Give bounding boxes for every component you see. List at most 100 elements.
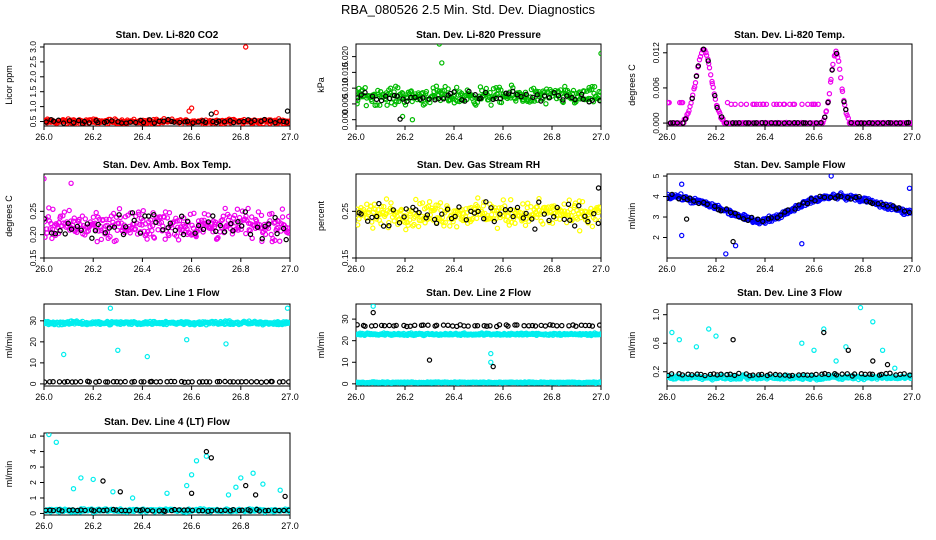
data-point [743,101,750,108]
data-point [554,323,560,329]
data-point [167,220,173,226]
data-point [723,120,730,126]
data-point [160,227,166,233]
data-point [529,216,535,222]
data-point [149,508,156,514]
x-tick-label: 27.0 [281,132,299,142]
data-point [867,371,873,377]
data-point [248,379,255,385]
x-tick-label: 26.0 [347,392,365,402]
y-tick-label: 10 [340,357,350,367]
x-tick-label: 26.2 [707,132,725,142]
data-point [151,235,158,241]
x-tick-label: 26.4 [756,132,774,142]
data-point [177,119,183,126]
data-point [750,372,756,378]
x-tick-label: 27.0 [281,521,299,531]
data-point [98,227,104,234]
data-point [449,323,456,329]
data-point [841,99,847,105]
data-point [747,373,753,379]
data-point [92,227,99,234]
data-point [570,322,576,328]
y-tick-label: 4 [28,449,38,454]
data-point [536,195,542,202]
panel-1: Stan. Dev. Li-820 CO2 Licor ppm 26.0 26.2 26… [4,30,299,142]
data-point [595,209,601,216]
data-point [162,508,168,514]
data-point [589,323,596,329]
data-point [53,439,60,445]
data-point [870,358,876,364]
data-point [233,484,239,490]
plot-frame [43,432,291,516]
data-point [534,214,540,221]
y-tick-label: 0 [28,381,38,386]
data-point [844,371,851,377]
data-point [445,322,451,328]
data-point [907,372,912,378]
data-point [147,217,154,223]
data-point [176,507,182,513]
data-point [113,507,119,513]
data-point [193,458,200,464]
data-point [286,507,290,513]
y-axis-label: ml/min [627,332,637,359]
data-point [68,180,74,186]
data-point [356,90,360,96]
panel-10: Stan. Dev. Line 4 (LT) Flow ml/min 26.0 26.… [4,417,299,531]
data-point [376,200,382,207]
data-point [901,371,907,377]
data-point [669,329,675,336]
y-tick-label: 3 [651,214,661,219]
data-point [520,215,527,221]
x-tick-label: 26.0 [347,132,365,142]
data-point [65,220,71,226]
data-point [280,225,287,232]
data-point [396,98,402,105]
data-point [582,96,589,103]
data-point [401,214,407,220]
x-tick-label: 26.8 [232,132,250,142]
y-tick-label: 3.0 [28,41,38,53]
data-point [391,89,397,95]
data-point [104,118,110,125]
x-tick-label: 26.2 [84,264,102,274]
data-point [762,120,769,126]
data-point [482,89,489,96]
data-point [825,99,831,106]
y-tick-label: 0.15 [340,249,350,266]
data-point [497,95,504,102]
data-point [356,222,361,228]
y-axis-label: ml/min [4,332,14,359]
x-tick-label: 26.6 [805,132,823,142]
x-tick-label: 26.0 [35,521,53,531]
data-point [250,470,256,476]
data-point [768,215,774,221]
data-point [44,176,47,182]
data-point [100,507,107,514]
data-point [454,84,460,91]
data-point [135,209,142,215]
data-point [362,84,368,91]
data-point [110,379,117,385]
data-point [528,203,534,210]
data-point [242,209,248,215]
data-point [363,102,369,109]
data-point [463,217,469,223]
y-axis-label: percent [316,200,326,231]
data-point [206,379,213,385]
data-point [901,208,908,214]
points-layer [667,174,912,257]
data-point [689,372,695,378]
data-point [110,489,116,495]
x-tick-label: 26.8 [854,132,872,142]
data-point [413,196,419,203]
x-tick-label: 27.0 [281,264,299,274]
y-tick-label: 0.25 [340,203,350,220]
data-point [510,213,516,220]
data-point [191,210,197,216]
data-point [827,79,834,85]
series-secondary [44,209,289,243]
